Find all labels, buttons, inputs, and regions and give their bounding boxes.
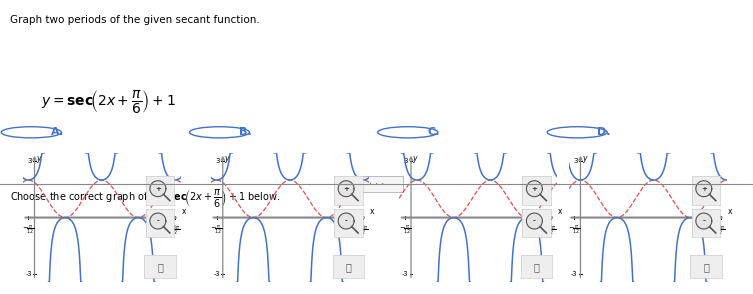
Text: -3: -3	[25, 271, 32, 277]
Text: y: y	[413, 154, 417, 163]
Text: ⤢: ⤢	[534, 262, 540, 272]
Text: Graph two periods of the given secant function.: Graph two periods of the given secant fu…	[10, 15, 260, 25]
Text: ⤢: ⤢	[346, 262, 352, 272]
Text: $-\!\frac{\pi}{12}$: $-\!\frac{\pi}{12}$	[569, 223, 581, 236]
Text: -3: -3	[571, 271, 578, 277]
Polygon shape	[150, 181, 166, 197]
Text: x: x	[370, 207, 374, 216]
Text: D.: D.	[597, 127, 611, 137]
Text: $\frac{23\pi}{12}$: $\frac{23\pi}{12}$	[169, 223, 180, 238]
Text: · · ·: · · ·	[369, 179, 384, 189]
Polygon shape	[526, 213, 542, 229]
Text: $-\!\frac{\pi}{12}$: $-\!\frac{\pi}{12}$	[23, 223, 35, 236]
Text: 3: 3	[573, 158, 578, 164]
Polygon shape	[150, 213, 166, 229]
Polygon shape	[696, 213, 712, 229]
Text: x: x	[558, 207, 562, 216]
Text: y: y	[224, 154, 229, 163]
Text: $\frac{23\pi}{12}$: $\frac{23\pi}{12}$	[546, 223, 556, 238]
Text: +: +	[532, 186, 538, 192]
Text: ⤢: ⤢	[703, 262, 709, 272]
Text: -: -	[533, 218, 536, 224]
Text: C.: C.	[428, 127, 440, 137]
Polygon shape	[338, 213, 354, 229]
Text: $-\!\frac{\pi}{12}$: $-\!\frac{\pi}{12}$	[211, 223, 223, 236]
Text: 3: 3	[27, 158, 32, 164]
Text: +: +	[155, 186, 161, 192]
Text: y: y	[582, 154, 587, 163]
Text: -: -	[157, 218, 160, 224]
Text: $\frac{23\pi}{12}$: $\frac{23\pi}{12}$	[358, 223, 368, 238]
Text: -: -	[703, 218, 706, 224]
Text: 3: 3	[215, 158, 220, 164]
Text: B.: B.	[239, 127, 252, 137]
Text: $\frac{23\pi}{12}$: $\frac{23\pi}{12}$	[715, 223, 726, 238]
Text: -3: -3	[213, 271, 220, 277]
Text: ⤢: ⤢	[157, 262, 163, 272]
Text: 3: 3	[404, 158, 408, 164]
Text: x: x	[181, 207, 186, 216]
Text: y: y	[36, 154, 41, 163]
Polygon shape	[696, 181, 712, 197]
Text: x: x	[727, 207, 732, 216]
Text: -: -	[345, 218, 348, 224]
Text: Choose the correct graph of $y = \mathbf{sec}\!\left(2x+\dfrac{\pi}{6}\right)+1$: Choose the correct graph of $y = \mathbf…	[10, 187, 280, 209]
Text: A.: A.	[51, 127, 64, 137]
Text: -3: -3	[401, 271, 408, 277]
Text: $y = \mathbf{sec}\!\left(2x+\dfrac{\pi}{6}\right)+1$: $y = \mathbf{sec}\!\left(2x+\dfrac{\pi}{…	[41, 88, 176, 115]
Polygon shape	[526, 181, 542, 197]
Text: $-\!\frac{\pi}{12}$: $-\!\frac{\pi}{12}$	[399, 223, 411, 236]
Text: +: +	[343, 186, 349, 192]
Polygon shape	[338, 181, 354, 197]
Text: +: +	[701, 186, 707, 192]
